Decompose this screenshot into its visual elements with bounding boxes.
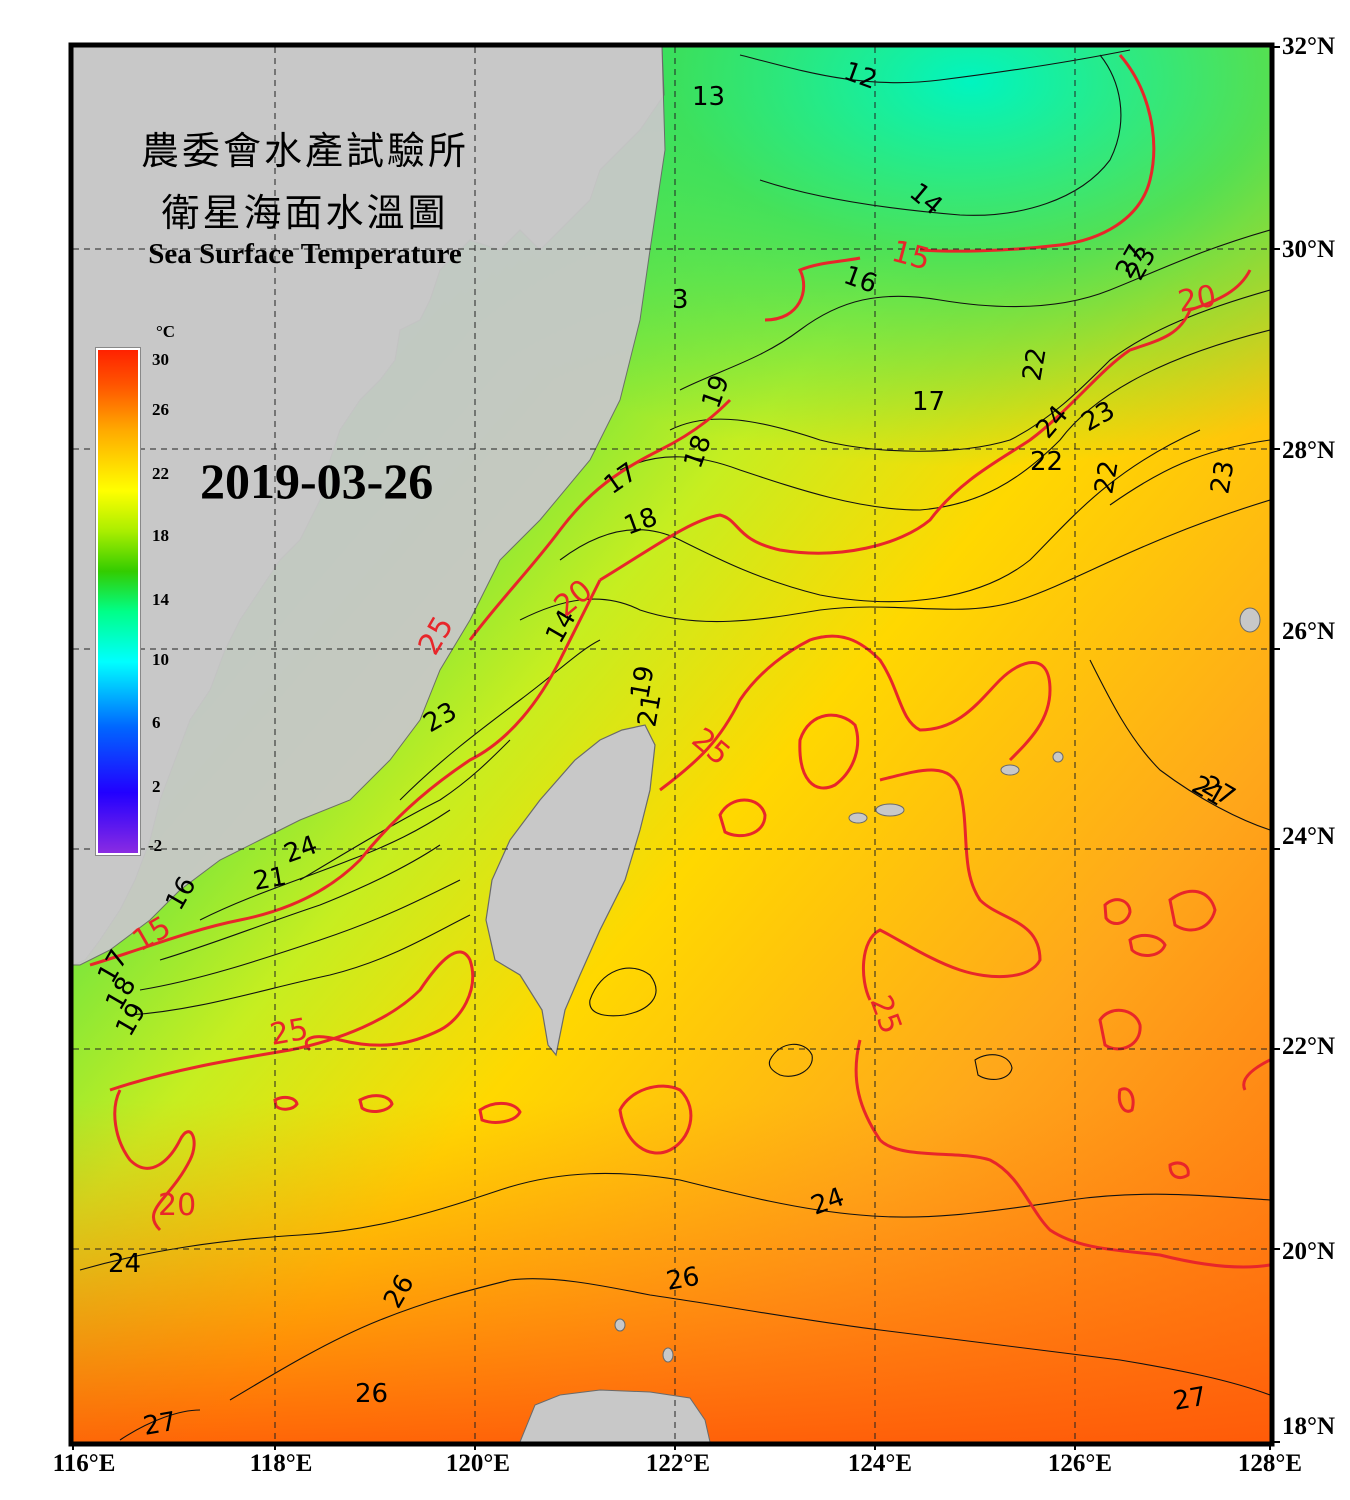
lat-label: 30°N — [1282, 236, 1336, 263]
island — [848, 812, 868, 824]
colorbar-tick: 10 — [152, 650, 169, 669]
contour-label: 21 — [632, 691, 667, 729]
colorbar-tick: 26 — [152, 400, 169, 419]
lon-label: 116°E — [52, 1450, 116, 1477]
island — [662, 1347, 674, 1363]
title-line2: 衛星海面水溫圖 — [161, 191, 449, 235]
lon-label: 122°E — [645, 1450, 711, 1477]
lon-label: 126°E — [1047, 1450, 1113, 1477]
sea-south-warm — [73, 1100, 1270, 1442]
lat-label: 22°N — [1282, 1033, 1336, 1060]
contour-label: 3 — [672, 285, 689, 315]
lon-label: 124°E — [847, 1450, 913, 1477]
colorbar-tick: 2 — [152, 777, 161, 796]
luzon-land — [519, 1389, 711, 1442]
colorbar-tick: 14 — [152, 590, 169, 609]
title-english: Sea Surface Temperature — [148, 238, 462, 270]
island — [1000, 764, 1020, 776]
title-line1: 農委會水產試驗所 — [140, 129, 470, 173]
contour-label: 27 — [1171, 1382, 1209, 1417]
contour-label: 24 — [108, 1249, 141, 1279]
contour-label: 20 — [1175, 279, 1219, 320]
contour-label: 23 — [1205, 458, 1240, 496]
contour-label: 25 — [267, 1012, 311, 1053]
island — [614, 1318, 626, 1332]
contour-label: 17 — [912, 387, 945, 417]
contour-label: 26 — [664, 1262, 702, 1297]
contour-label: 22 — [1030, 447, 1063, 477]
contour-label: 21 — [251, 862, 289, 897]
date-label: 2019-03-26 — [200, 453, 434, 509]
colorbar-unit: °C — [156, 322, 176, 341]
lon-label: 118°E — [249, 1450, 313, 1477]
contour-label: 19 — [625, 663, 660, 701]
mainland-coast — [73, 47, 666, 966]
contour-label: 27 — [141, 1407, 179, 1442]
lat-label: 28°N — [1282, 437, 1336, 464]
island — [1052, 751, 1064, 763]
lat-label: 20°N — [1282, 1238, 1336, 1265]
lon-label: 128°E — [1237, 1450, 1303, 1477]
colorbar-tick: 6 — [152, 713, 161, 732]
contour-label: 22 — [1017, 345, 1052, 383]
graticule — [73, 47, 1270, 1442]
colorbar-tick: -2 — [148, 836, 163, 855]
lat-label: 26°N — [1282, 618, 1336, 645]
lat-label: 24°N — [1282, 823, 1336, 850]
island — [1239, 607, 1261, 633]
lat-label: 32°N — [1282, 33, 1336, 60]
axis-ticks — [72, 46, 1280, 1450]
contour-label: 13 — [692, 82, 725, 112]
island — [875, 803, 905, 817]
colorbar-tick: 18 — [152, 526, 169, 545]
red-isotherms — [89, 54, 1270, 1269]
contour-label: 26 — [355, 1379, 388, 1409]
colorbar — [95, 347, 141, 856]
map-frame — [68, 42, 1275, 1447]
contour-label: 22 — [1089, 458, 1124, 496]
taiwan-island — [485, 724, 656, 1057]
black-isotherms — [79, 49, 1270, 1441]
lat-label: 18°N — [1282, 1413, 1336, 1440]
colorbar-tick: 30 — [152, 350, 169, 369]
contour-label: 20 — [158, 1188, 196, 1223]
colorbar-tick: 22 — [152, 464, 169, 483]
lon-label: 120°E — [445, 1450, 511, 1477]
